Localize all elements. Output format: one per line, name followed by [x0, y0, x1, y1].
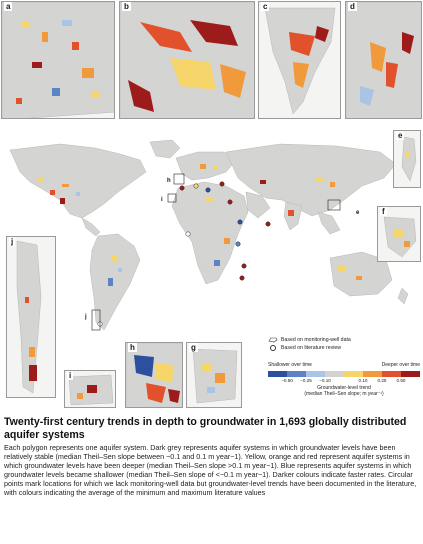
inset-label-j: j: [9, 237, 16, 246]
legend-colorbar: [268, 371, 420, 377]
inset-label-f: f: [380, 207, 387, 216]
aquifer-patches: [38, 164, 362, 286]
legend-tick: 0.25: [377, 378, 387, 383]
inset-panel-i: i: [64, 370, 116, 408]
legend-monitoring-row: Based on monitoring-well data: [268, 336, 420, 344]
legend-literature-label: Based on literature review: [281, 345, 341, 351]
legend-tick: −0.10: [319, 378, 331, 383]
svg-text:i: i: [161, 197, 163, 203]
legend-ticks: −0.50 −0.25 −0.10 0.10 0.25 0.50: [268, 378, 420, 385]
caption-title: Twenty-first century trends in depth to …: [4, 416, 407, 441]
inset-label-e: e: [396, 131, 405, 140]
legend-monitoring-label: Based on monitoring-well data: [281, 337, 351, 343]
legend-direction-row: Shallower over time Deeper over time: [268, 362, 420, 370]
legend-literature-row: Based on literature review: [268, 344, 420, 352]
map-figure: h i e j a b: [0, 1, 423, 408]
inset-label-b: b: [122, 2, 131, 11]
inset-panel-h: h: [125, 342, 183, 408]
legend-tick: 0.10: [358, 378, 368, 383]
colorbar-swatch: [382, 371, 401, 377]
legend-tick: −0.25: [300, 378, 312, 383]
map-legend: Based on monitoring-well data Based on l…: [268, 336, 420, 408]
svg-text:h: h: [167, 178, 171, 184]
inset-label-g: g: [189, 343, 198, 352]
legend-title-line1: Groundwater-level trend: [317, 385, 371, 391]
colorbar-swatch: [287, 371, 306, 377]
legend-title-line2: (median Theil–Sen slope; m year⁻¹): [304, 390, 384, 397]
polygon-symbol-icon: [268, 337, 278, 343]
legend-tick: −0.50: [281, 378, 293, 383]
circle-symbol-icon: [270, 345, 276, 351]
colorbar-swatch: [344, 371, 363, 377]
inset-panel-g: g: [186, 342, 242, 408]
colorbar-swatch: [268, 371, 287, 377]
colorbar-swatch: [363, 371, 382, 377]
colorbar-swatch: [306, 371, 325, 377]
inset-label-d: d: [348, 2, 357, 11]
inset-panel-c: c: [258, 1, 341, 119]
figure-caption: Twenty-first century trends in depth to …: [4, 416, 419, 497]
legend-tick: 0.50: [396, 378, 406, 383]
svg-text:e: e: [356, 210, 360, 216]
inset-panel-a: a: [1, 1, 115, 119]
literature-points: [97, 181, 271, 327]
inset-panel-e: e: [393, 130, 421, 188]
legend-shallower-label: Shallower over time: [268, 362, 312, 368]
inset-label-h: h: [128, 343, 137, 352]
inset-label-a: a: [4, 2, 13, 11]
caption-body: Each polygon represents one aquifer syst…: [4, 443, 417, 498]
world-map: h i e j: [0, 138, 423, 338]
inset-panel-f: f: [377, 206, 421, 262]
legend-deeper-label: Deeper over time: [381, 362, 420, 368]
inset-label-i: i: [67, 371, 74, 380]
inset-panel-j: j: [6, 236, 56, 398]
inset-label-c: c: [261, 2, 270, 11]
inset-panel-d: d: [345, 1, 422, 119]
colorbar-swatch: [325, 371, 344, 377]
inset-panel-b: b: [119, 1, 255, 119]
colorbar-swatch: [401, 371, 420, 377]
svg-text:j: j: [84, 314, 87, 320]
legend-title: Groundwater-level trend (median Theil–Se…: [268, 385, 420, 397]
